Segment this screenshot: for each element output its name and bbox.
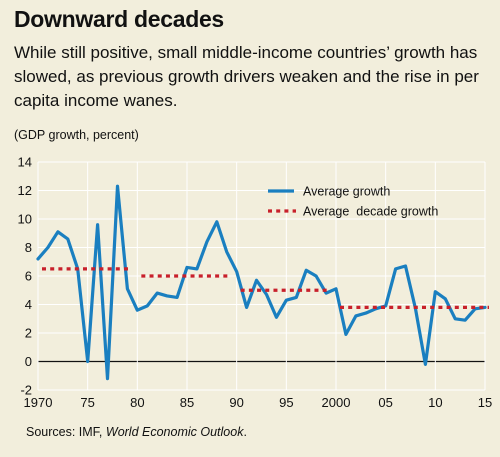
source-suffix: . <box>243 425 247 439</box>
x-tick-label: 75 <box>80 395 94 410</box>
y-tick-label: 0 <box>25 354 32 369</box>
source-note: Sources: IMF, World Economic Outlook. <box>26 425 247 439</box>
series-layer <box>36 184 489 381</box>
x-tick-label: 90 <box>229 395 243 410</box>
y-tick-label: 14 <box>18 155 32 170</box>
x-tick-label: 80 <box>130 395 144 410</box>
x-tick-label: 05 <box>378 395 392 410</box>
legend-label: Average growth <box>303 185 390 199</box>
y-tick-label: 8 <box>25 240 32 255</box>
legend: Average growth Average decade growth <box>268 185 438 219</box>
average-growth-line <box>36 184 487 381</box>
legend-label: Average decade growth <box>303 205 438 219</box>
y-tick-label: 4 <box>25 297 32 312</box>
source-publication: World Economic Outlook <box>105 425 244 439</box>
tick-layer: -2 0 2 4 6 8 10 12 14 1970 75 80 85 90 95 2000 05 10 15 <box>18 155 493 411</box>
y-tick-label: 6 <box>25 269 32 284</box>
y-tick-label: 10 <box>18 212 32 227</box>
x-tick-label: 95 <box>279 395 293 410</box>
source-prefix: Sources: IMF, <box>26 425 106 439</box>
x-tick-label: 10 <box>428 395 442 410</box>
chart-subtitle: While still positive, small middle-incom… <box>14 43 479 110</box>
chart-title: Downward decades <box>14 6 224 32</box>
x-tick-label: 85 <box>180 395 194 410</box>
y-axis-units: (GDP growth, percent) <box>14 128 139 142</box>
x-tick-label: 1970 <box>24 395 53 410</box>
y-tick-label: 12 <box>18 183 32 198</box>
x-tick-label: 15 <box>478 395 492 410</box>
x-tick-label: 2000 <box>322 395 351 410</box>
y-tick-label: -2 <box>20 383 32 398</box>
y-tick-label: 2 <box>25 326 32 341</box>
